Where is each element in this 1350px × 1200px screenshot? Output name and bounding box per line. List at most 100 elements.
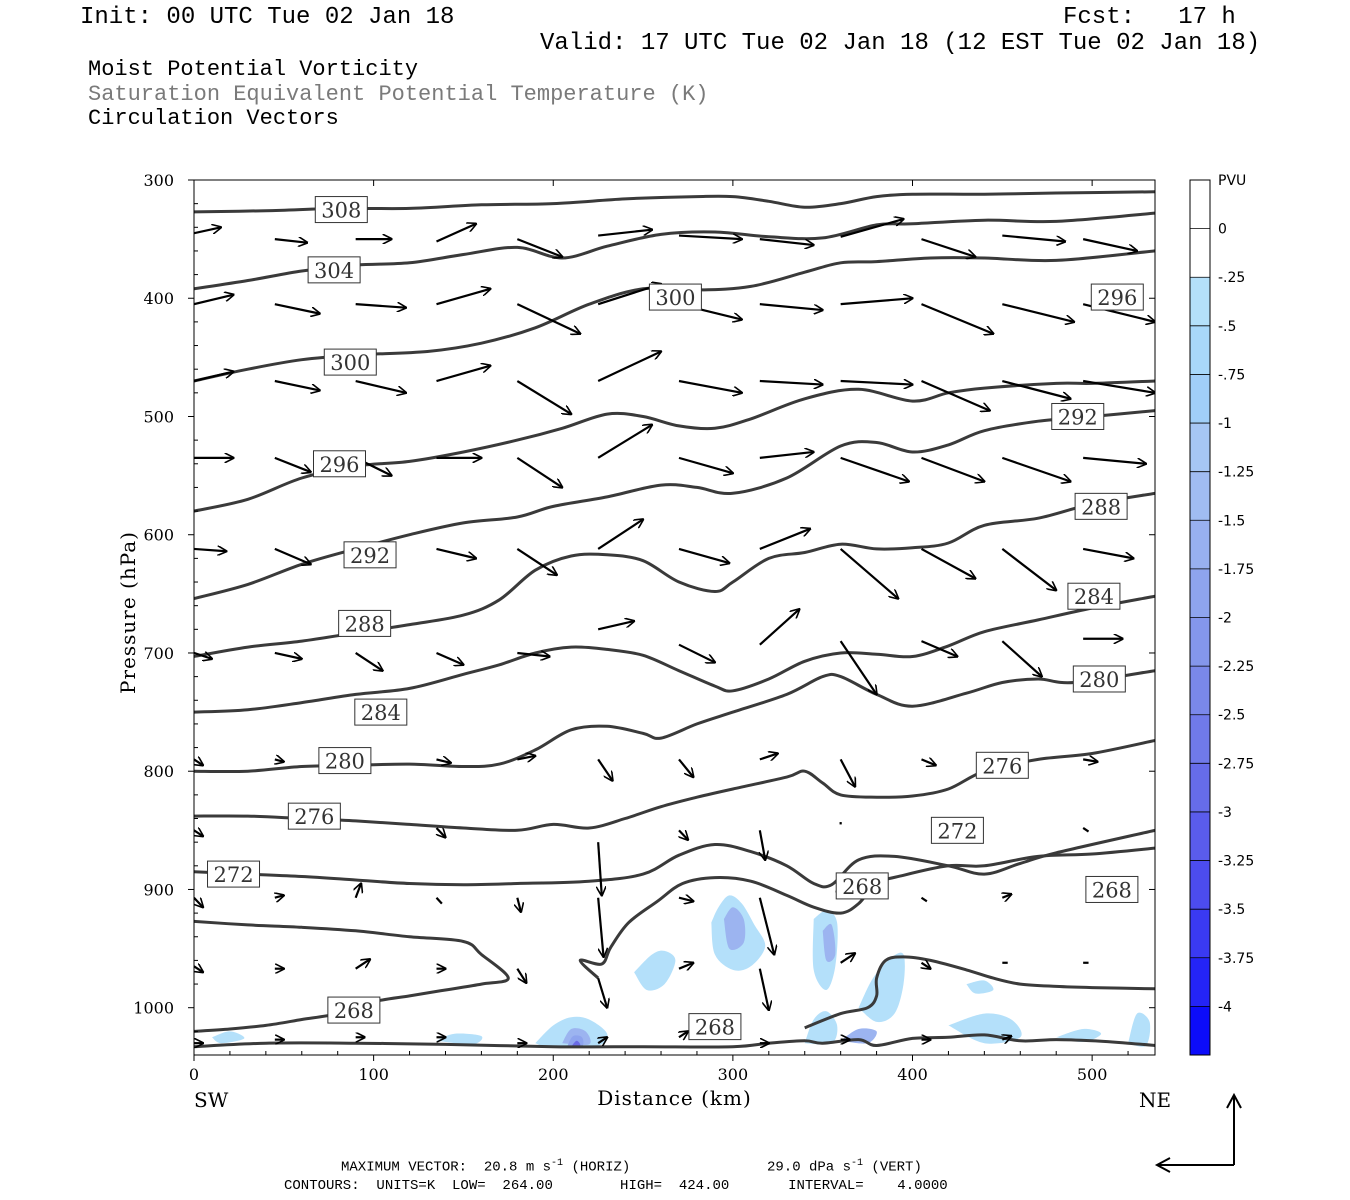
- colorbar-segment: [1190, 325, 1210, 375]
- reference-vector-icon: [1154, 1092, 1242, 1173]
- y-tick-label: 500: [143, 407, 174, 426]
- circulation-vector: [840, 219, 904, 238]
- theta-es-contour-288: [194, 491, 1155, 658]
- circulation-vector: [1082, 379, 1155, 393]
- contour-label: 304: [314, 259, 354, 283]
- contour-label-box: [835, 872, 889, 900]
- circulation-vector: [436, 651, 463, 665]
- circulation-vector: [678, 456, 733, 473]
- circulation-vector: [1082, 547, 1133, 558]
- circulation-vector: [678, 963, 693, 969]
- mpv-shade-region: [723, 907, 746, 951]
- circulation-vector: [516, 303, 580, 334]
- contour-label: 268: [334, 999, 374, 1023]
- circulation-vector: [274, 651, 302, 659]
- mpv-shade-region: [571, 1040, 581, 1047]
- contour-label-box: [1067, 582, 1121, 610]
- circulation-vector: [760, 830, 765, 860]
- circulation-vector: [921, 456, 984, 482]
- circulation-vector: [759, 381, 823, 385]
- theta-es-contour-280: [194, 669, 1155, 774]
- colorbar-label: -2.5: [1218, 708, 1245, 724]
- circulation-vector: [355, 959, 370, 970]
- colorbar-label: -2: [1218, 611, 1232, 627]
- circulation-vector: [194, 896, 203, 907]
- circulation-vector: [194, 295, 234, 306]
- contour-label: 284: [1074, 585, 1114, 609]
- circulation-vector: [274, 379, 320, 390]
- theta-es-contour-308: [194, 190, 1155, 214]
- circulation-vector: [598, 842, 602, 895]
- plot-frame: [193, 179, 1156, 1056]
- contour-label-box: [1051, 402, 1105, 430]
- circulation-vector: [759, 452, 814, 459]
- colorbar-unit: PVU: [1218, 173, 1246, 189]
- contour-label-box: [1074, 492, 1128, 520]
- circulation-vector: [759, 753, 778, 759]
- circulation-vector: [274, 303, 320, 313]
- circulation-vector: [597, 621, 634, 631]
- circulation-vector: [1082, 827, 1090, 833]
- theta-es-contour-296: [194, 379, 1155, 513]
- circulation-vector: [840, 298, 913, 306]
- circulation-vector: [679, 829, 688, 839]
- contours-info: CONTOURS: UNITS=K LOW= 264.00 HIGH= 424.…: [284, 1178, 948, 1194]
- circulation-vector: [436, 827, 445, 837]
- circulation-vector: [597, 897, 603, 957]
- contour-label-box: [1072, 665, 1126, 693]
- colorbar-label: -2.25: [1218, 659, 1254, 675]
- max-vector-vertical: 29.0 dPa s-1 (VERT): [767, 1158, 922, 1176]
- circulation-vector: [516, 548, 557, 575]
- colorbar-label: -1: [1218, 416, 1232, 432]
- contour-label: 308: [321, 199, 361, 223]
- y-tick-label: 800: [143, 762, 174, 781]
- theta-es-contour-268: [194, 919, 510, 1033]
- circulation-vector: [274, 547, 311, 564]
- circulation-vector: [1082, 238, 1137, 251]
- colorbar-segment: [1190, 909, 1210, 959]
- mpv-shade-region: [634, 950, 676, 991]
- mpv-shade-region: [212, 1031, 245, 1044]
- x-tick-label: 500: [1077, 1065, 1108, 1084]
- circulation-vector: [275, 759, 284, 761]
- theta-es-contour-284: [194, 594, 1155, 714]
- contour-label: 280: [1079, 668, 1119, 692]
- contour-label-box: [1090, 283, 1144, 311]
- circulation-vector: [921, 759, 935, 765]
- colorbar-label: -1.75: [1218, 562, 1254, 578]
- circulation-vector: [759, 529, 810, 550]
- colorbar-label: 0: [1218, 222, 1227, 238]
- circulation-vector: [1002, 894, 1011, 898]
- circulation-vector: [356, 884, 361, 899]
- x-tick-label: 100: [358, 1065, 389, 1084]
- y-tick-label: 900: [143, 880, 174, 899]
- theta-es-contour-292: [194, 409, 1155, 601]
- circulation-vector: [678, 236, 742, 240]
- circulation-vector: [517, 756, 535, 760]
- circulation-vector: [597, 425, 652, 459]
- circulation-vector: [597, 351, 661, 383]
- contour-label-box: [1085, 875, 1139, 903]
- colorbar-segment: [1190, 860, 1210, 910]
- colorbar-segment: [1190, 666, 1210, 716]
- x-tick-label: 200: [538, 1065, 569, 1084]
- circulation-vector: [517, 653, 549, 657]
- circulation-vector: [516, 238, 562, 257]
- circulation-vector: [759, 303, 823, 310]
- colorbar-segment: [1190, 471, 1210, 521]
- circulation-vector: [436, 224, 476, 243]
- colorbar-segment: [1190, 568, 1210, 618]
- contour-label-box: [287, 802, 341, 830]
- contour-label: 272: [937, 819, 977, 843]
- colorbar-label: -.25: [1218, 270, 1245, 286]
- circulation-vector: [355, 379, 406, 393]
- colorbar-segment: [1190, 180, 1210, 230]
- theta-es-contour-268: [194, 1033, 1155, 1049]
- circulation-vector: [679, 1031, 688, 1037]
- circulation-vector: [921, 963, 930, 969]
- circulation-vector: [274, 456, 311, 472]
- contour-label-box: [312, 450, 366, 478]
- circulation-vector: [1001, 640, 1042, 676]
- colorbar-label: -1.5: [1218, 513, 1245, 529]
- circulation-vector: [194, 653, 212, 659]
